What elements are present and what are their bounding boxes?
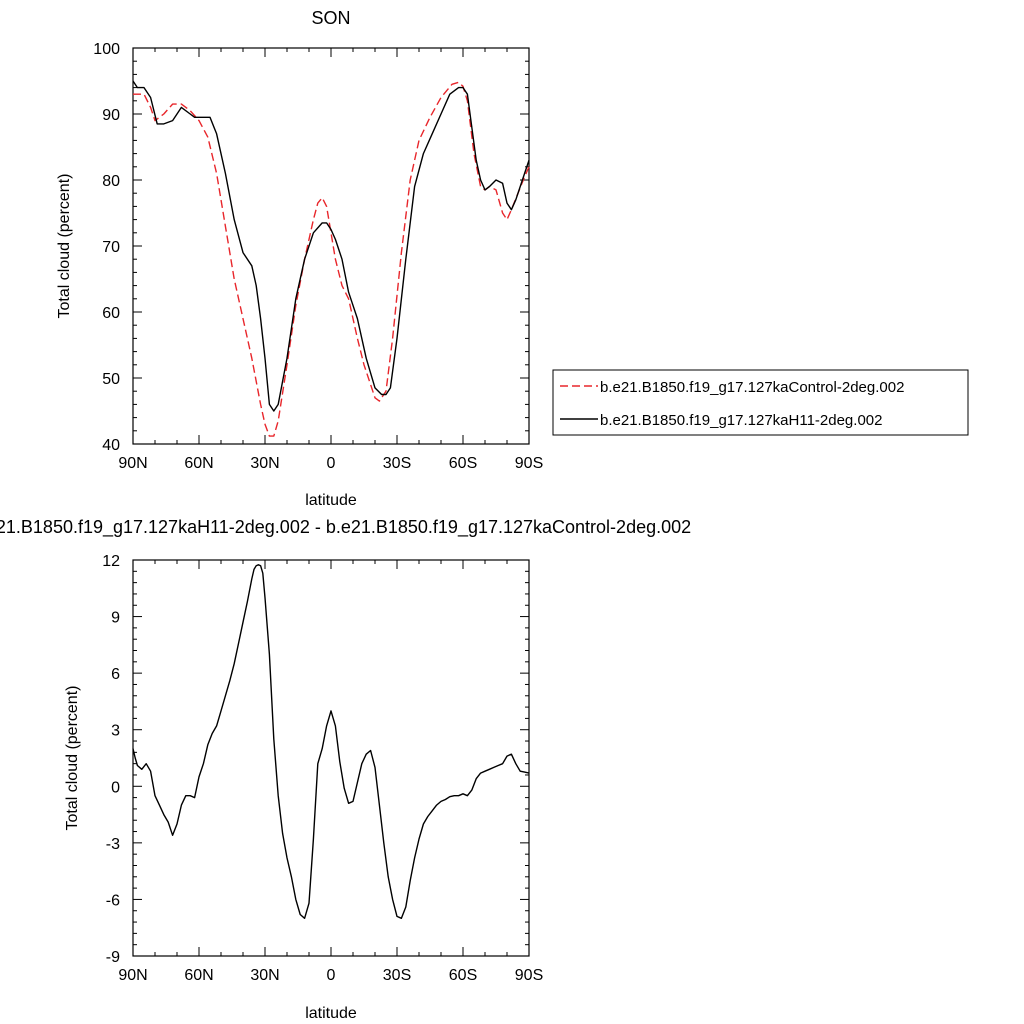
- x-tick-label: 30S: [383, 967, 411, 984]
- y-tick-label: -6: [106, 892, 120, 909]
- y-tick-label: -3: [106, 836, 120, 853]
- x-tick-label: 60N: [184, 967, 213, 984]
- y-tick-label: 0: [111, 779, 120, 796]
- x-tick-label: 60S: [449, 967, 477, 984]
- y-tick-label: 80: [102, 173, 120, 190]
- x-tick-label: 30N: [250, 967, 279, 984]
- bottom-series: [132, 564, 530, 919]
- y-tick-label: 70: [102, 239, 120, 256]
- legend: b.e21.B1850.f19_g17.127kaControl-2deg.00…: [552, 369, 969, 436]
- y-tick-label: 50: [102, 371, 120, 388]
- top-y-axis-label: Total cloud (percent): [56, 174, 73, 319]
- top-panel: SON 90N 60N 30N 0 30S 60S 90S 40 50 60 70 80 90 100 l…: [56, 8, 969, 509]
- top-chart-title: SON: [311, 8, 350, 28]
- series-line-0: [132, 564, 530, 919]
- top-series: [132, 80, 530, 437]
- bottom-panel: b.e21.B1850.f19_g17.127kaH11-2deg.002 - …: [0, 517, 691, 1022]
- x-tick-label: 90S: [515, 455, 543, 472]
- x-tick-label: 60N: [184, 455, 213, 472]
- y-tick-label: 90: [102, 107, 120, 124]
- x-tick-label: 90N: [118, 455, 147, 472]
- y-tick-label: 100: [93, 41, 120, 58]
- y-tick-label: 12: [102, 553, 120, 570]
- x-tick-label: 30S: [383, 455, 411, 472]
- x-tick-label: 90S: [515, 967, 543, 984]
- y-tick-label: -9: [106, 949, 120, 966]
- legend-label-control: b.e21.B1850.f19_g17.127kaControl-2deg.00…: [600, 379, 904, 396]
- legend-box: [552, 369, 969, 436]
- top-tick-labels: 90N 60N 30N 0 30S 60S 90S 40 50 60 70 80 90 100: [93, 41, 543, 472]
- bottom-tick-labels: 90N 60N 30N 0 30S 60S 90S -9 -6 -3 0 3 6 9 12: [102, 553, 543, 984]
- y-tick-label: 9: [111, 610, 120, 627]
- y-tick-label: 60: [102, 305, 120, 322]
- x-tick-label: 60S: [449, 455, 477, 472]
- y-tick-label: 6: [111, 666, 120, 683]
- x-tick-label: 0: [327, 455, 336, 472]
- top-ticks: [132, 47, 530, 445]
- y-tick-label: 3: [111, 723, 120, 740]
- series-line-0: [133, 81, 530, 437]
- bottom-plot-frame: [132, 559, 530, 957]
- x-tick-label: 0: [327, 967, 336, 984]
- series-line-1: [132, 80, 530, 412]
- bottom-y-axis-label: Total cloud (percent): [64, 686, 81, 831]
- bottom-x-axis-label: latitude: [305, 1005, 357, 1022]
- bottom-chart-title: b.e21.B1850.f19_g17.127kaH11-2deg.002 - …: [0, 517, 691, 538]
- top-x-axis-label: latitude: [305, 492, 357, 509]
- bottom-ticks: [132, 559, 530, 957]
- y-tick-label: 40: [102, 437, 120, 454]
- legend-label-h11: b.e21.B1850.f19_g17.127kaH11-2deg.002: [600, 412, 882, 429]
- x-tick-label: 30N: [250, 455, 279, 472]
- x-tick-label: 90N: [118, 967, 147, 984]
